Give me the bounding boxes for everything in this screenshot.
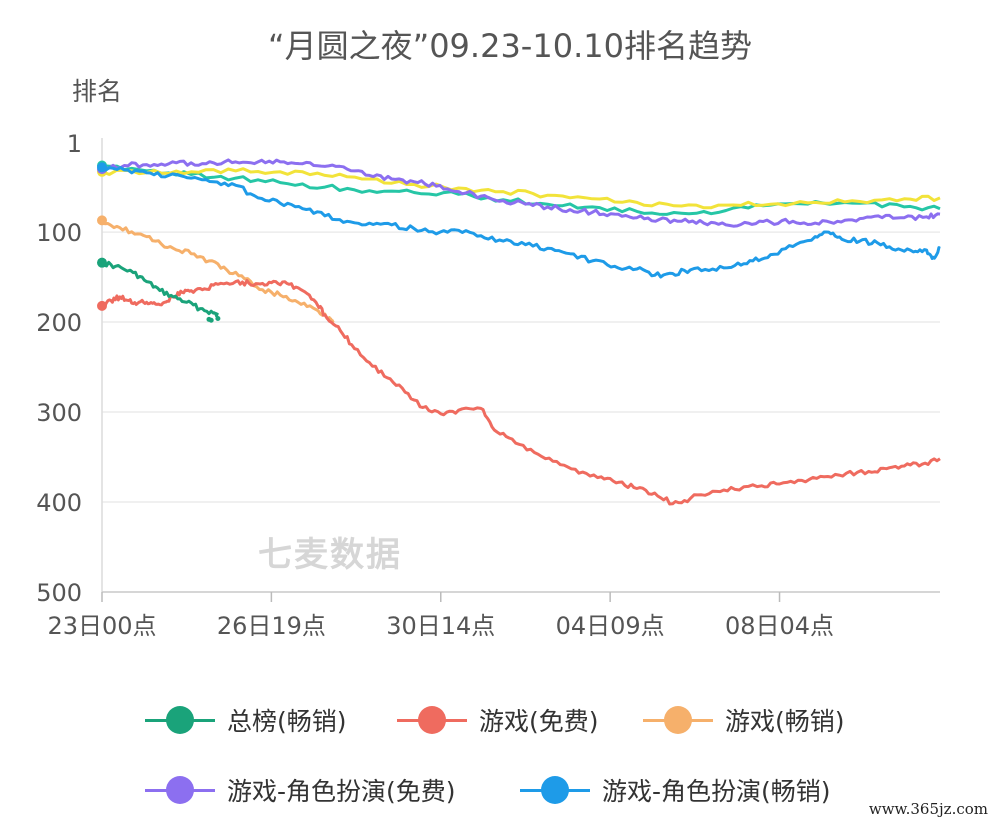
- series-point: [208, 317, 214, 323]
- y-axis-label: 排名: [72, 77, 122, 106]
- x-tick-label: 30日14点: [386, 612, 495, 640]
- legend-label: 游戏-角色扮演(畅销): [602, 777, 831, 806]
- legend-item-rpg-grossing[interactable]: 游戏-角色扮演(畅销): [520, 770, 831, 810]
- series-line-3: [101, 158, 941, 228]
- series-line-4: [101, 166, 941, 279]
- axes: 1 100 200 300 400 500 23日00点 26日19点 30日14点 04日09点…: [36, 130, 940, 640]
- site-url: www.365jz.com: [868, 800, 988, 818]
- series-start-point: [97, 257, 107, 268]
- legend-swatch: [145, 700, 215, 740]
- legend-label: 游戏(畅销): [725, 707, 845, 736]
- legend-item-rpg-free[interactable]: 游戏-角色扮演(免费): [145, 770, 456, 810]
- series-line-0: [100, 260, 220, 318]
- series-start-point: [97, 300, 107, 311]
- series-lines: [97, 158, 941, 506]
- y-tick-label: 200: [36, 309, 82, 337]
- legend-label: 游戏-角色扮演(免费): [227, 777, 456, 806]
- series-line-1: [100, 279, 941, 506]
- x-tick-label: 26日19点: [217, 612, 326, 640]
- legend-label: 游戏(免费): [479, 707, 599, 736]
- series-line-2: [100, 219, 335, 324]
- legend-item-games-grossing[interactable]: 游戏(畅销): [643, 700, 845, 740]
- y-tick-label: 100: [36, 219, 82, 247]
- legend-swatch: [145, 770, 215, 810]
- legend-swatch: [520, 770, 590, 810]
- series-start-point: [97, 215, 107, 226]
- legend-swatch: [397, 700, 467, 740]
- legend-item-overall-grossing[interactable]: 总榜(畅销): [145, 700, 347, 740]
- x-tick-label: 08日04点: [725, 612, 834, 640]
- grid-lines: [102, 231, 940, 593]
- legend-label: 总榜(畅销): [227, 707, 347, 736]
- series-point: [215, 315, 221, 321]
- series-line-6: [101, 167, 941, 210]
- chart-title: “月圆之夜”09.23-10.10排名趋势: [268, 27, 752, 65]
- y-tick-label: 1: [67, 130, 82, 158]
- watermark: 七麦数据: [258, 535, 402, 575]
- y-tick-label: 400: [36, 489, 82, 517]
- legend-swatch: [643, 700, 713, 740]
- series-start-point: [97, 162, 107, 173]
- x-tick-label: 23日00点: [47, 612, 156, 640]
- y-tick-label: 300: [36, 399, 82, 427]
- x-tick-label: 04日09点: [556, 612, 665, 640]
- y-tick-label: 500: [36, 579, 82, 607]
- legend-item-games-free[interactable]: 游戏(免费): [397, 700, 599, 740]
